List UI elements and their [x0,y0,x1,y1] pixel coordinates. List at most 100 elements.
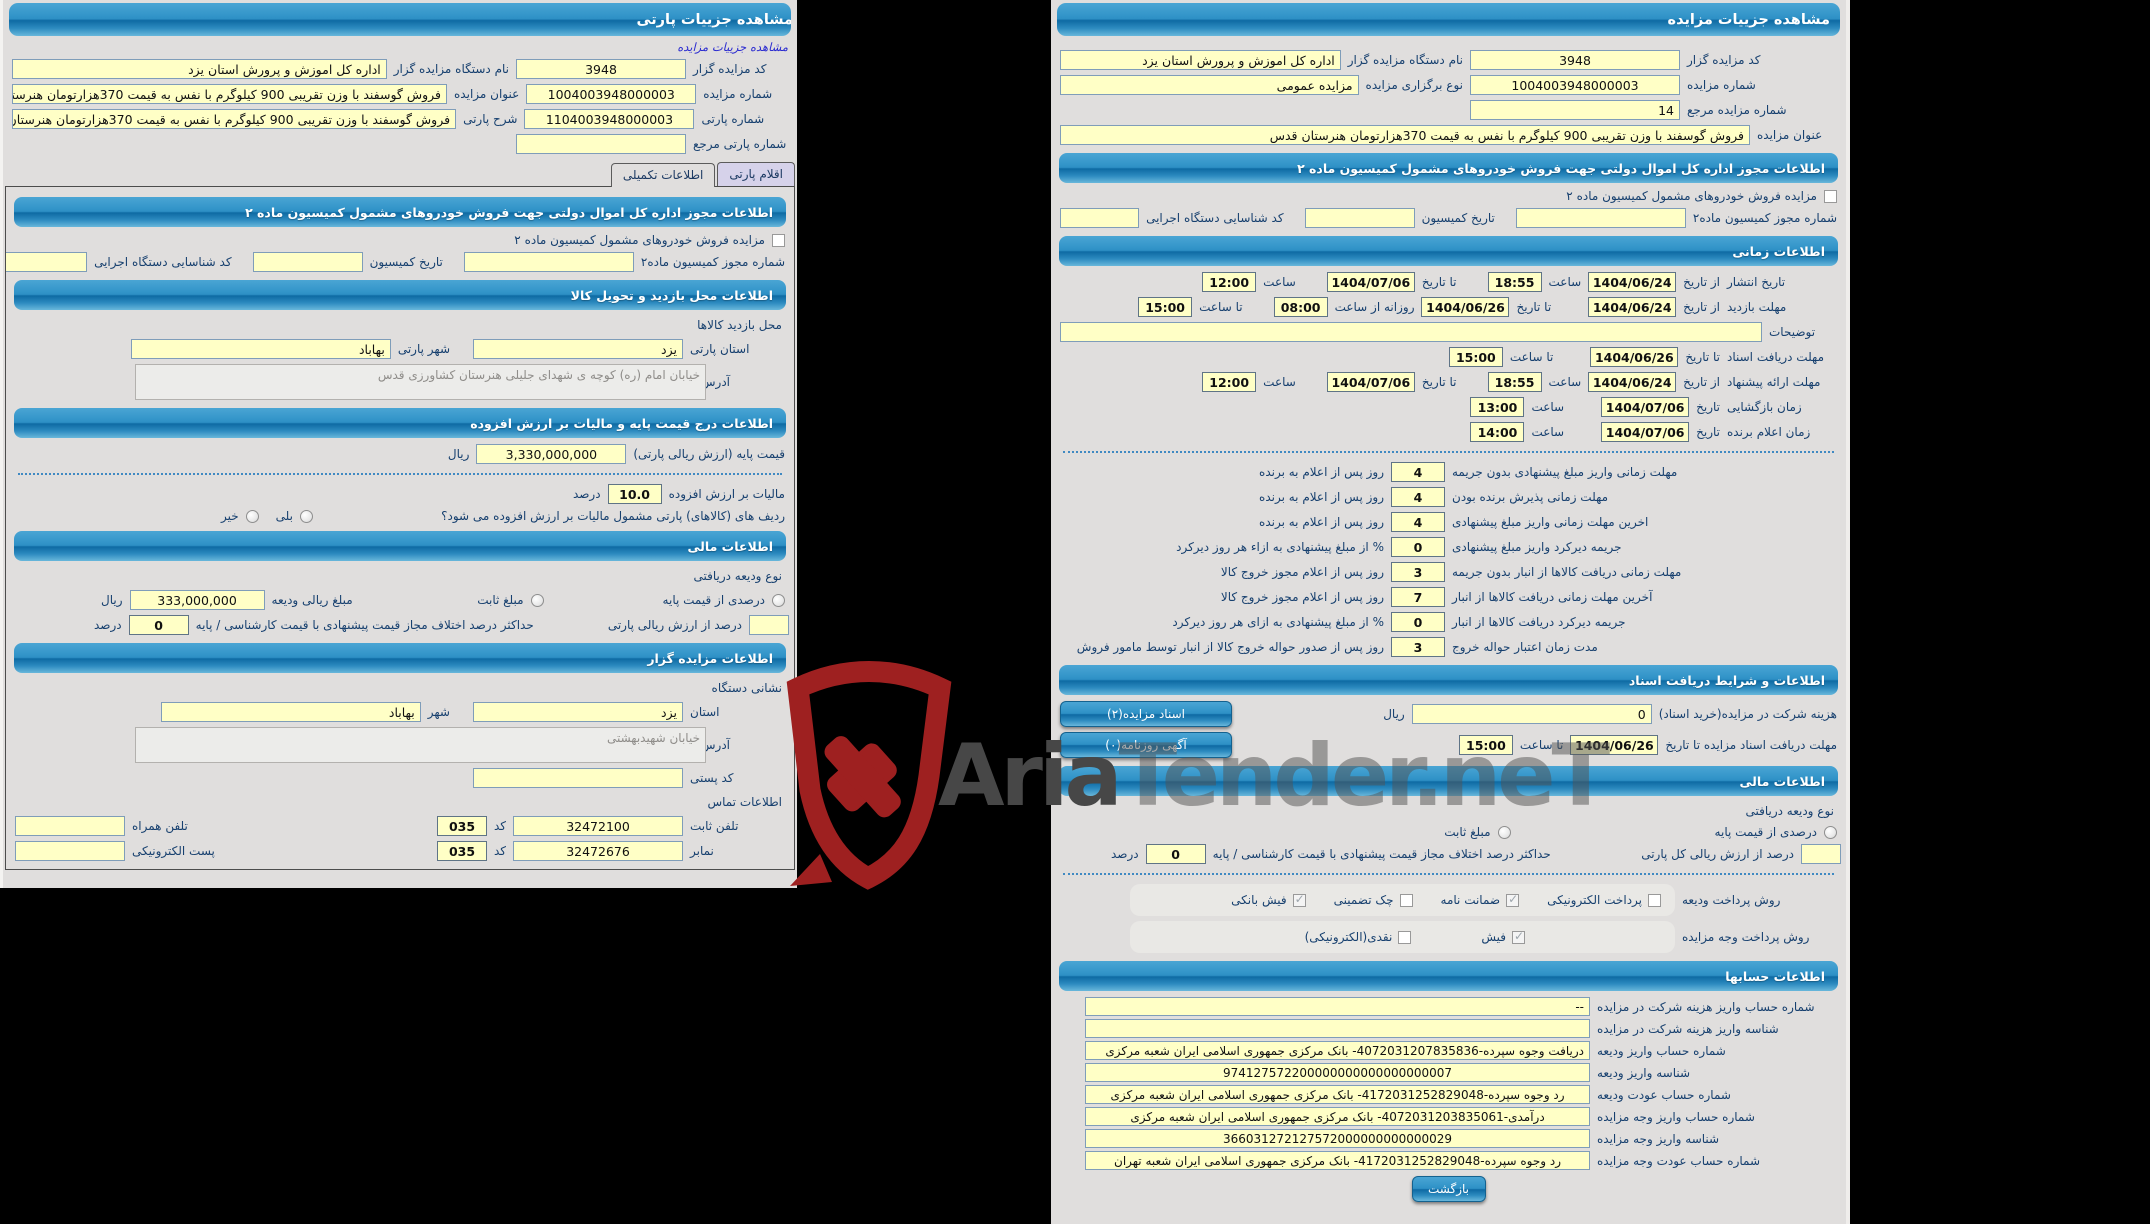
visit-time-to-field[interactable]: 15:00 [1138,297,1193,317]
a7-field[interactable]: 366031272127572000000000000029 [1085,1129,1590,1148]
r-max-diff-field[interactable]: 0 [1145,844,1206,864]
party-ref-field[interactable] [516,134,686,154]
org-city-field[interactable]: بهاباد [160,702,421,722]
cash-checkbox[interactable] [1398,930,1412,944]
offer-to-time-field[interactable]: 12:00 [1202,372,1257,392]
r-m2-date-field[interactable] [1304,208,1415,228]
base-price-field[interactable]: 3,330,000,000 [476,444,627,464]
auction-no-field[interactable]: 1004003948000003 [526,84,697,104]
a2-field[interactable] [1085,1019,1590,1038]
email-field[interactable] [15,841,125,861]
a5-field[interactable]: رد وجوه سپرده-4172031252829048- بانک مرک… [1085,1085,1590,1104]
winner-time-field[interactable]: 14:00 [1470,422,1525,442]
visit-time-from-field[interactable]: 08:00 [1273,297,1328,317]
time-row-docs: مهلت دریافت اسناد تا تاریخ 1404/06/26 تا… [1051,347,1846,367]
a6-field[interactable]: درآمدی-4072031203835061- بانک مرکزی جمهو… [1085,1107,1590,1126]
r-deposit-fixed-radio[interactable] [1497,825,1511,839]
r-bidder-code-field[interactable]: 3948 [1470,50,1680,70]
deposit-percent-radio[interactable] [772,593,785,607]
n1-field[interactable]: 4 [1391,462,1445,482]
visit-from-field[interactable]: 1404/06/24 [1588,297,1677,317]
docs-deadline-date-field[interactable]: 1404/06/26 [1570,735,1659,755]
time-row-publish: تاریخ انتشار از تاریخ 1404/06/24 ساعت 18… [1051,272,1846,292]
visit-address-field[interactable]: خیابان امام (ره) کوچه ی شهدای جلیلی هنرس… [135,364,706,400]
notes-field[interactable] [1060,322,1762,342]
n7-field[interactable]: 0 [1391,612,1445,632]
n6-field[interactable]: 7 [1391,587,1445,607]
m2-date-field[interactable] [252,252,363,272]
offer-from-field[interactable]: 1404/06/24 [1588,372,1677,392]
auction-details-link[interactable]: مشاهده جزییات مزایده [677,40,788,54]
docs-to-time-field[interactable]: 15:00 [1448,347,1503,367]
n2-field[interactable]: 4 [1391,487,1445,507]
a8-field[interactable]: رد وجوه سپرده-4172031252829048- بانک مرک… [1085,1151,1590,1170]
party-desc-field[interactable]: فروش گوسفند با وزن تقریبی 900 کیلوگرم با… [12,109,457,129]
n5-field[interactable]: 3 [1391,562,1445,582]
deposit-amount-field[interactable]: 333,000,000 [129,590,265,610]
org-province-field[interactable]: یزد [473,702,683,722]
publish-to-time-field[interactable]: 12:00 [1202,272,1257,292]
party-city-field[interactable]: بهاباد [130,339,391,359]
r-m2-no-field[interactable] [1515,208,1686,228]
r-type-field[interactable]: مزایده عمومی [1060,75,1359,95]
guarantee-checkbox[interactable] [1506,892,1520,907]
opening-date-field[interactable]: 1404/07/06 [1601,397,1690,417]
vat-yes-radio[interactable] [300,509,313,523]
org-name-field[interactable]: اداره کل اموزش و پرورش استان یزد [12,59,387,79]
publish-to-field[interactable]: 1404/07/06 [1326,272,1415,292]
n4-field[interactable]: 0 [1391,537,1445,557]
offer-from-time-field[interactable]: 18:55 [1487,372,1542,392]
docs-to-field[interactable]: 1404/06/26 [1590,347,1679,367]
a4-field[interactable]: 974127572200000000000000000007 [1085,1063,1590,1082]
n1-label: مهلت زمانی واریز مبلغ پیشنهادی بدون جریم… [1452,465,1678,479]
org-address-field[interactable]: خیابان شهیدبهشتی [135,727,706,763]
offer-to-field[interactable]: 1404/07/06 [1326,372,1415,392]
m2-exec-id-field[interactable] [6,252,88,272]
vat-no-radio[interactable] [245,509,259,523]
a1-field[interactable]: -- [1085,997,1590,1016]
vat-field[interactable]: 10.0 [607,484,662,504]
newspaper-ad-button[interactable]: آگهی روزنامه(۰) [1060,732,1232,758]
docs-deadline-time-field[interactable]: 15:00 [1458,735,1513,755]
r-m2-exec-field[interactable] [1060,208,1140,228]
mobile-field[interactable] [15,816,125,836]
r-org-name-field[interactable]: اداره کل اموزش و پرورش استان یزد [1060,50,1341,70]
fax-code-field[interactable]: 035 [436,841,487,861]
fax-field[interactable]: 32472676 [513,841,683,861]
a3-field[interactable]: دریافت وجوه سپرده-4072031207835836- بانک… [1085,1041,1590,1060]
max-diff-field[interactable]: 0 [128,615,189,635]
m2-permit-no-field[interactable] [463,252,634,272]
secured-check-checkbox[interactable] [1399,893,1413,907]
bidder-code-field[interactable]: 3948 [516,59,686,79]
visit-to-field[interactable]: 1404/06/26 [1421,297,1510,317]
bank-slip-checkbox[interactable] [1292,892,1306,907]
party-no-field[interactable]: 1104003948000003 [524,109,695,129]
n8-field[interactable]: 3 [1391,637,1445,657]
epay-checkbox[interactable] [1648,893,1661,907]
r-title-field[interactable]: فروش گوسفند با وزن تقریبی 900 کیلوگرم با… [1060,125,1750,145]
tab-party-items[interactable]: اقلام پارتی [717,162,795,186]
postal-code-field[interactable] [473,768,683,788]
slip-checkbox[interactable] [1512,929,1525,944]
r-m2-checkbox[interactable] [1824,189,1837,203]
n3-field[interactable]: 4 [1391,512,1445,532]
party-percent-field[interactable] [749,615,789,635]
auction-docs-button[interactable]: اسناد مزایده(۲) [1060,701,1232,727]
opening-time-field[interactable]: 13:00 [1470,397,1525,417]
party-province-field[interactable]: یزد [473,339,683,359]
winner-date-field[interactable]: 1404/07/06 [1601,422,1690,442]
r-deposit-percent-radio[interactable] [1824,825,1837,839]
deposit-fixed-radio[interactable] [530,593,544,607]
tel-field[interactable]: 32472100 [513,816,683,836]
r-ref-field[interactable]: 14 [1470,100,1680,120]
m2-auction-checkbox[interactable] [772,233,785,247]
r-auction-no-field[interactable]: 1004003948000003 [1470,75,1680,95]
fee-field[interactable]: 0 [1411,704,1652,724]
publish-from-field[interactable]: 1404/06/24 [1588,272,1677,292]
back-button[interactable]: بازگشت [1411,1176,1486,1202]
auction-title-field[interactable]: فروش گوسفند با وزن تقریبی 900 کیلوگرم با… [12,84,448,104]
r-party-percent-field[interactable] [1801,844,1841,864]
publish-from-time-field[interactable]: 18:55 [1487,272,1542,292]
tab-additional-info[interactable]: اطلاعات تکمیلی [610,163,716,187]
tel-code-field[interactable]: 035 [436,816,487,836]
